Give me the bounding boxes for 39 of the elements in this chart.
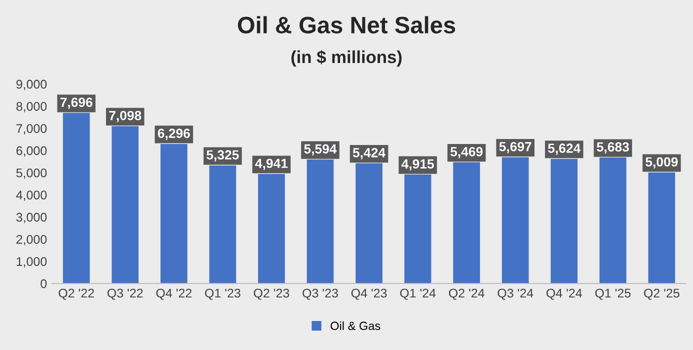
y-tick-label: 0 <box>40 279 47 288</box>
x-tick-label: Q2 '24 <box>448 288 484 300</box>
y-tick-label: 8,000 <box>16 102 47 112</box>
x-tick-label: Q3 '23 <box>302 288 338 300</box>
text: 5,424 <box>352 148 386 160</box>
x-tick-label: Q1 '24 <box>400 288 436 300</box>
legend-label: Oil & Gas <box>330 321 380 330</box>
y-tick-label: 9,000 <box>16 80 47 90</box>
x-tick-label: Q4 '23 <box>351 288 387 300</box>
x-tick-label: Q1 '25 <box>595 288 631 300</box>
x-tick-label: Q1 '23 <box>205 288 240 300</box>
y-tick-label: 6,000 <box>16 146 47 157</box>
x-tick-label: Q4 '24 <box>546 288 582 300</box>
y-tick-label: 1,000 <box>16 257 47 268</box>
text: 5,325 <box>206 150 239 162</box>
chart-title: Oil & Gas Net Sales <box>238 16 456 34</box>
x-tick-label: Q4 '22 <box>156 288 192 300</box>
text: 4,915 <box>401 159 434 171</box>
text: 4,941 <box>255 158 288 170</box>
y-tick-label: 3,000 <box>16 212 47 224</box>
y-tick-label: 5,000 <box>16 168 47 179</box>
x-tick-label: Q2 '25 <box>644 288 680 300</box>
x-tick-label: Q3 '22 <box>108 288 143 300</box>
y-tick-label: 2,000 <box>16 234 47 246</box>
x-tick-label: Q2 '23 <box>254 288 290 300</box>
text: 5,683 <box>596 142 629 154</box>
x-tick-label: Q2 '22 <box>58 288 94 300</box>
text: 5,594 <box>304 144 337 156</box>
chart-subtitle: (in $ millions) <box>291 50 402 67</box>
y-tick-label: 7,000 <box>16 124 47 134</box>
y-tick-label: 4,000 <box>16 190 47 201</box>
text: 7,696 <box>60 98 92 109</box>
text: 5,469 <box>450 146 483 158</box>
text: 5,624 <box>548 144 581 155</box>
x-tick-label: Q3 '24 <box>498 288 534 300</box>
text: 5,697 <box>499 142 532 154</box>
text: 6,296 <box>158 128 190 140</box>
text: 7,098 <box>109 110 142 122</box>
text: 5,009 <box>646 157 678 168</box>
